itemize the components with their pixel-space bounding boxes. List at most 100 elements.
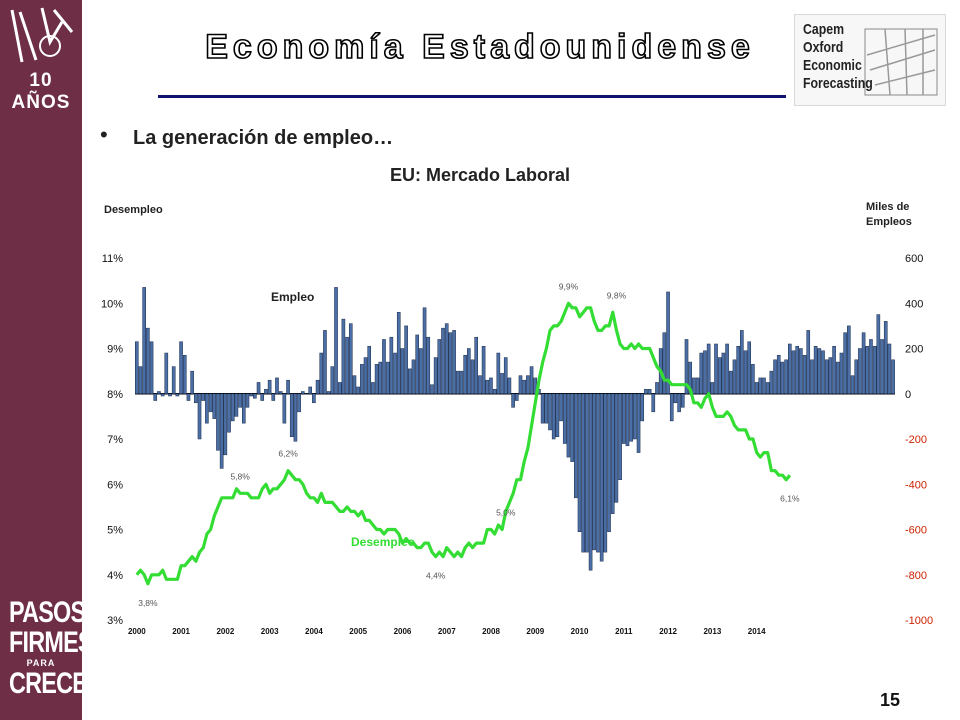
employment-bar xyxy=(444,323,449,394)
left-tick-label: 5% xyxy=(107,525,123,537)
employment-bar xyxy=(205,393,209,424)
employment-bar xyxy=(821,350,825,394)
right-axis-label-line-2: Empleos xyxy=(866,216,912,228)
employment-bar xyxy=(470,359,475,394)
employment-bar xyxy=(455,370,460,394)
employment-bar xyxy=(463,355,467,394)
employment-bar xyxy=(810,359,814,394)
employment-bar xyxy=(562,393,567,444)
employment-bar xyxy=(267,379,272,395)
employment-bar xyxy=(275,377,279,395)
page-number: 15 xyxy=(880,690,901,710)
x-tick-label: 2000 xyxy=(128,627,146,636)
employment-bar xyxy=(271,393,276,401)
x-tick-label: 2005 xyxy=(349,627,367,636)
employment-bar xyxy=(636,393,641,453)
x-tick-label: 2011 xyxy=(615,627,633,636)
employment-bar xyxy=(762,377,766,395)
employment-bar xyxy=(485,379,490,395)
data-label: 9,8% xyxy=(607,290,627,300)
employment-bar xyxy=(847,325,851,394)
x-tick-label: 2003 xyxy=(261,627,279,636)
employment-bar xyxy=(149,341,154,394)
employment-bar xyxy=(765,382,770,394)
employment-bar xyxy=(190,370,194,394)
employment-bar xyxy=(408,368,412,395)
employment-bar xyxy=(725,343,729,394)
right-tick-label: 600 xyxy=(905,253,923,265)
left-tick-label: 4% xyxy=(107,570,123,582)
employment-bar xyxy=(234,393,239,417)
employment-bar xyxy=(142,287,146,394)
employment-bar xyxy=(570,393,574,462)
x-tick-label: 2006 xyxy=(394,627,412,636)
right-axis-label: Miles de Empleos xyxy=(866,200,936,230)
employment-bar xyxy=(559,393,563,422)
employment-bar xyxy=(216,393,220,451)
employment-bar xyxy=(245,393,250,408)
employment-bar xyxy=(522,379,526,395)
employment-bar xyxy=(382,339,386,394)
slogan-line-1: PASOS xyxy=(9,596,86,629)
employment-bar xyxy=(784,359,788,394)
employment-bar xyxy=(603,393,608,553)
employment-bar xyxy=(728,370,733,394)
employment-bar xyxy=(171,366,176,394)
employment-bar xyxy=(301,391,305,395)
employment-bar xyxy=(529,366,534,394)
bullet-text: La generación de empleo… xyxy=(133,127,394,149)
anniversary-years-text: 10 AÑOS xyxy=(11,70,71,113)
data-label: 3,8% xyxy=(138,598,158,608)
employment-bar xyxy=(717,357,722,395)
building-sketch-icon xyxy=(864,28,938,96)
employment-bar xyxy=(135,341,139,394)
left-tick-label: 3% xyxy=(107,615,123,627)
employment-bar xyxy=(865,345,870,395)
left-axis-label: Desempleo xyxy=(104,204,163,216)
employment-bar xyxy=(625,393,630,447)
employment-bar xyxy=(640,393,645,422)
employment-bar xyxy=(788,343,792,394)
employment-bar xyxy=(644,388,648,395)
employment-bar xyxy=(780,361,785,394)
employment-bar xyxy=(374,364,379,395)
employment-bar xyxy=(681,393,685,408)
employment-bar xyxy=(503,357,508,395)
employment-bar xyxy=(832,345,836,395)
employment-bar xyxy=(891,359,895,394)
chart-title: EU: Mercado Laboral xyxy=(389,165,571,185)
employment-bar xyxy=(312,393,316,404)
employment-bar xyxy=(164,352,169,394)
employment-bar xyxy=(629,393,633,442)
x-tick-label: 2010 xyxy=(571,627,589,636)
employment-bar xyxy=(168,393,172,397)
data-label: 6,1% xyxy=(780,494,800,504)
employment-bar xyxy=(526,375,530,394)
employment-bar xyxy=(175,393,180,397)
employment-bar xyxy=(839,352,844,394)
employment-bar xyxy=(721,352,726,394)
employment-bar xyxy=(492,388,497,395)
employment-bar xyxy=(758,377,763,395)
logo-line-2: Oxford xyxy=(803,39,844,56)
employment-bar xyxy=(618,393,622,480)
employment-bar xyxy=(363,357,368,395)
employment-bar xyxy=(633,393,637,440)
employment-bar xyxy=(297,393,301,413)
employment-bar xyxy=(452,330,456,394)
right-tick-label: 400 xyxy=(905,298,923,310)
employment-bar xyxy=(754,382,759,394)
slogan-line-4: CRECER xyxy=(9,667,104,700)
oxford-economics-logo: Capem Oxford Economic Forecasting xyxy=(794,14,946,106)
employment-bar xyxy=(747,341,752,394)
employment-bar xyxy=(138,366,143,394)
employment-bar xyxy=(378,361,383,394)
employment-bar xyxy=(751,364,755,395)
employment-bar xyxy=(703,350,707,394)
employment-bar xyxy=(647,388,652,395)
logo-line-1: Capem xyxy=(803,21,845,38)
employment-bar xyxy=(437,339,442,394)
employment-bar xyxy=(182,355,187,394)
x-tick-label: 2012 xyxy=(659,627,677,636)
employment-bar xyxy=(791,350,796,394)
